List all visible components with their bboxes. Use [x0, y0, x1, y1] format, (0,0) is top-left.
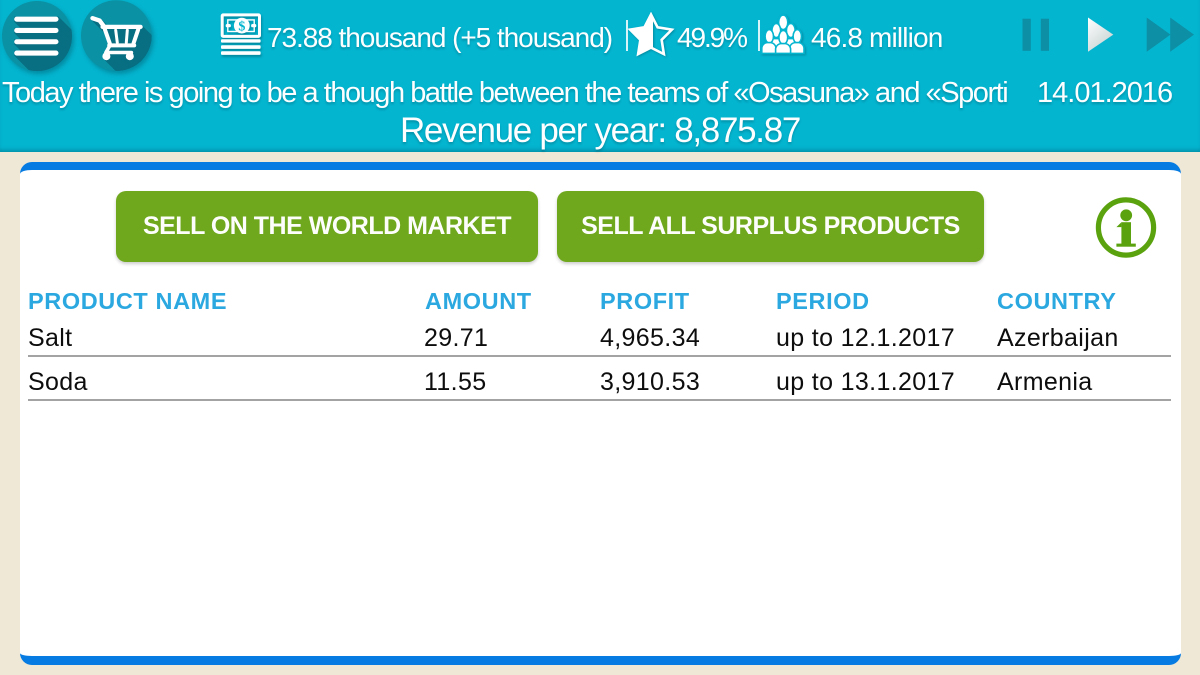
svg-text:$: $: [238, 20, 245, 35]
